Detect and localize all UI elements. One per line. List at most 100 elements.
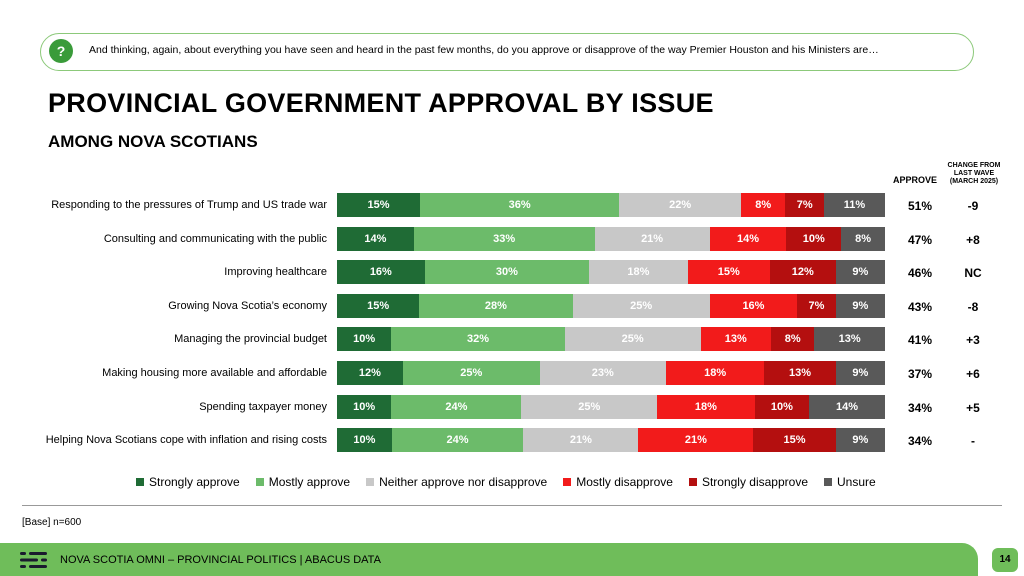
stacked-bar-row: 10% 24% 21% 21% 15% 9%	[337, 428, 885, 453]
bar-segment-mostly_disapprove: 15%	[687, 260, 770, 285]
stacked-bar-row: 16% 30% 18% 15% 12% 9%	[337, 260, 885, 285]
bar-segment-strongly_disapprove: 13%	[764, 361, 836, 385]
legend-item-mostly_approve: Mostly approve	[255, 475, 351, 489]
approve-value: 41%	[907, 333, 933, 348]
divider	[22, 505, 1002, 506]
change-value: +6	[966, 367, 980, 381]
stacked-bar-row: 10% 32% 25% 13% 8% 13%	[337, 327, 885, 352]
category-label: Spending taxpayer money	[199, 400, 327, 413]
bar-segment-unsure: 8%	[841, 226, 885, 251]
legend-swatch	[824, 478, 832, 486]
page-title: PROVINCIAL GOVERNMENT APPROVAL BY ISSUE	[48, 88, 714, 118]
stacked-bar-row: 15% 28% 25% 16% 7% 9%	[337, 293, 885, 318]
legend-item-neither: Neither approve nor disapprove	[366, 475, 547, 489]
bar-segment-unsure: 9%	[835, 260, 885, 285]
legend-swatch	[136, 478, 144, 486]
approve-value: 37%	[907, 367, 933, 381]
footer-text: NOVA SCOTIA OMNI – PROVINCIAL POLITICS |…	[60, 554, 381, 566]
bar-segment-mostly_disapprove: 14%	[709, 226, 787, 251]
bar-segment-mostly_disapprove: 13%	[700, 327, 772, 352]
legend-swatch	[688, 478, 697, 486]
bar-segment-strongly_approve: 10%	[337, 428, 392, 453]
approve-value: 47%	[907, 232, 933, 247]
bar-segment-neither: 18%	[589, 260, 688, 285]
bar-segment-neither: 25%	[564, 327, 701, 352]
category-label: Improving healthcare	[224, 266, 327, 279]
bar-segment-neither: 21%	[523, 428, 639, 453]
bar-segment-unsure: 11%	[824, 193, 885, 217]
approve-value: 46%	[907, 266, 933, 281]
change-value: -8	[967, 299, 979, 314]
question-box: ? And thinking, again, about everything …	[40, 33, 974, 71]
category-label: Consulting and communicating with the pu…	[103, 232, 327, 245]
bar-segment-mostly_approve: 33%	[413, 226, 595, 251]
bar-segment-mostly_approve: 28%	[419, 293, 573, 318]
bar-segment-strongly_disapprove: 8%	[771, 327, 815, 352]
category-label: Responding to the pressures of Trump and…	[51, 199, 327, 211]
bar-segment-mostly_approve: 30%	[424, 260, 590, 285]
change-value: +5	[966, 400, 980, 415]
change-value: +3	[966, 333, 980, 348]
base-note: [Base] n=600	[22, 517, 82, 528]
change-value: NC	[964, 266, 982, 281]
question-text: And thinking, again, about everything yo…	[89, 44, 879, 56]
bar-segment-strongly_disapprove: 7%	[797, 293, 836, 318]
legend-swatch	[255, 478, 264, 486]
category-label: Managing the provincial budget	[174, 333, 327, 346]
legend-item-strongly_disapprove: Strongly disapprove	[688, 475, 808, 489]
legend: Strongly approve Mostly approve Neither ap…	[136, 475, 876, 489]
bar-segment-strongly_disapprove: 10%	[754, 394, 809, 419]
legend-label: Strongly approve	[149, 475, 240, 489]
category-label: Making housing more available and afford…	[102, 367, 327, 379]
legend-label: Neither approve nor disapprove	[379, 475, 548, 489]
bar-segment-strongly_approve: 10%	[337, 394, 392, 419]
bar-segment-neither: 21%	[594, 226, 710, 251]
bar-segment-strongly_disapprove: 10%	[786, 226, 842, 251]
category-label: Growing Nova Scotia’s economy	[168, 299, 327, 312]
bar-segment-unsure: 9%	[835, 293, 885, 318]
bar-segment-mostly_approve: 36%	[420, 193, 620, 217]
bar-segment-unsure: 9%	[835, 428, 885, 453]
page-subtitle: AMONG NOVA SCOTIANS	[48, 132, 258, 151]
approve-value: 34%	[907, 434, 933, 449]
stacked-bar-row: 12% 25% 23% 18% 13% 9%	[337, 361, 885, 385]
legend-item-mostly_disapprove: Mostly disapprove	[563, 475, 673, 489]
change-header-line-3: (MARCH 2025)	[949, 178, 999, 185]
legend-label: Strongly disapprove	[701, 475, 808, 489]
bar-segment-mostly_disapprove: 16%	[709, 293, 798, 318]
stacked-bar-row: 10% 24% 25% 18% 10% 14%	[337, 394, 885, 419]
question-icon: ?	[49, 39, 73, 63]
change-header-line-1: CHANGE FROM	[947, 162, 1001, 169]
bar-segment-mostly_approve: 24%	[391, 428, 524, 453]
bar-segment-unsure: 9%	[835, 361, 885, 385]
approve-column-header: APPROVE	[893, 175, 938, 185]
category-label: Helping Nova Scotians cope with inflatio…	[45, 434, 327, 447]
bar-segment-strongly_approve: 12%	[337, 361, 403, 385]
change-column-header: CHANGE FROM LAST WAVE (MARCH 2025)	[940, 162, 1008, 186]
abacus-logo-icon	[20, 552, 47, 568]
bar-segment-mostly_disapprove: 18%	[657, 394, 755, 419]
bar-segment-strongly_disapprove: 12%	[769, 260, 836, 285]
legend-item-strongly_approve: Strongly approve	[136, 475, 240, 489]
bar-segment-mostly_disapprove: 21%	[638, 428, 754, 453]
stacked-bar-row: 14% 33% 21% 14% 10% 8%	[337, 226, 885, 251]
change-header-line-2: LAST WAVE	[953, 170, 995, 177]
bar-segment-unsure: 13%	[814, 327, 885, 352]
change-value: +8	[966, 232, 980, 247]
bar-segment-strongly_disapprove: 7%	[785, 193, 825, 217]
legend-swatch	[366, 478, 375, 486]
bar-segment-unsure: 14%	[809, 394, 885, 419]
footer-bar: NOVA SCOTIA OMNI – PROVINCIAL POLITICS |…	[0, 543, 978, 576]
approve-value: 34%	[907, 400, 933, 415]
bar-segment-strongly_approve: 15%	[337, 293, 420, 318]
bar-segment-mostly_approve: 32%	[391, 327, 565, 352]
bar-segment-mostly_approve: 24%	[391, 394, 522, 419]
legend-swatch	[563, 478, 572, 486]
legend-label: Unsure	[837, 475, 876, 489]
legend-label: Mostly approve	[268, 475, 351, 489]
bar-segment-neither: 22%	[619, 193, 742, 217]
bar-segment-strongly_approve: 16%	[337, 260, 425, 285]
legend-item-unsure: Unsure	[824, 475, 876, 489]
change-value: -	[971, 434, 975, 449]
legend-label: Mostly disapprove	[576, 475, 673, 489]
